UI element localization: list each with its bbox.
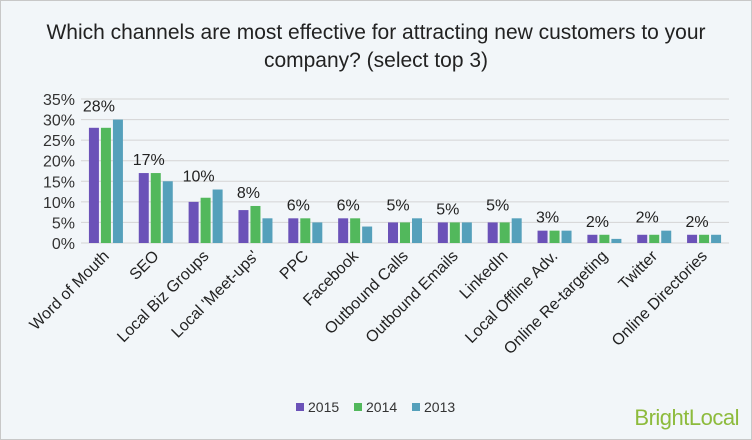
data-label: 6% [287, 197, 310, 214]
bar-2014 [300, 218, 311, 243]
data-label: 5% [436, 201, 459, 218]
bar-2013 [561, 230, 572, 243]
legend-label: 2015 [308, 399, 339, 415]
y-tick-label: 5% [52, 215, 75, 232]
bar-2015 [437, 222, 448, 243]
x-tick-label: Local Offline Adv. [462, 248, 561, 347]
bar-2013 [461, 222, 472, 243]
bar-2013 [611, 238, 622, 243]
x-tick-label: Outbound Emails [363, 248, 462, 347]
y-tick-label: 20% [43, 154, 75, 171]
brightlocal-logo: BrightLocal [634, 405, 739, 430]
data-label: 28% [83, 99, 115, 116]
bar-2014 [350, 218, 361, 243]
bar-2013 [661, 230, 672, 243]
bar-2013 [412, 218, 422, 243]
bar-2013 [711, 234, 722, 243]
x-tick-label: Local 'Meet-ups' [169, 248, 263, 342]
bar-2013 [162, 181, 173, 243]
x-tick-label: Twitter [616, 247, 662, 293]
data-label: 8% [237, 185, 260, 202]
bar-2015 [188, 201, 199, 243]
bar-2014 [200, 197, 211, 243]
bar-2014 [599, 234, 610, 243]
data-label: 5% [486, 197, 509, 214]
data-label: 17% [133, 152, 165, 169]
bar-2014 [100, 127, 111, 243]
y-tick-label: 35% [43, 92, 75, 109]
bar-2014 [699, 234, 710, 243]
bar-2014 [499, 222, 510, 243]
bar-2013 [212, 189, 223, 243]
data-label: 2% [586, 214, 609, 231]
bar-2015 [288, 218, 299, 243]
x-tick-label: Word of Mouth [27, 248, 113, 334]
y-tick-label: 15% [43, 174, 75, 191]
bar-2013 [362, 226, 373, 243]
bar-2013 [112, 119, 123, 243]
x-tick-label: Online Directories [609, 248, 711, 350]
y-tick-label: 0% [52, 236, 75, 253]
data-label: 2% [636, 210, 659, 227]
bar-2015 [138, 173, 149, 243]
y-tick-label: 30% [43, 113, 75, 130]
bar-2013 [262, 218, 273, 243]
bar-2015 [238, 210, 249, 243]
bar-2014 [400, 222, 410, 243]
data-label: 5% [386, 197, 409, 214]
data-label: 10% [183, 169, 215, 186]
bar-2015 [537, 230, 548, 243]
bar-2013 [312, 222, 323, 243]
bar-2015 [687, 234, 698, 243]
bar-2014 [549, 230, 560, 243]
x-tick-label: Local Biz Groups [114, 248, 212, 346]
bar-2014 [449, 222, 460, 243]
bar-2015 [487, 222, 498, 243]
bar-2015 [88, 127, 99, 243]
x-tick-label: SEO [127, 248, 163, 284]
bar-2015 [388, 222, 398, 243]
bar-2013 [511, 218, 522, 243]
bar-2014 [649, 234, 660, 243]
data-label: 6% [337, 197, 360, 214]
legend-label: 2013 [424, 399, 455, 415]
legend-swatch [296, 403, 304, 411]
x-tick-label: PPC [277, 248, 312, 283]
bar-2015 [637, 234, 648, 243]
y-tick-label: 10% [43, 195, 75, 212]
bar-2015 [587, 234, 598, 243]
bar-2014 [150, 173, 161, 243]
y-tick-label: 25% [43, 133, 75, 150]
data-label: 3% [536, 210, 559, 227]
legend-swatch [354, 403, 362, 411]
chart-title: Which channels are most effective for at… [46, 21, 706, 72]
bar-2015 [338, 218, 349, 243]
data-label: 2% [686, 214, 709, 231]
legend-label: 2014 [366, 399, 397, 415]
bar-2014 [250, 205, 261, 243]
legend-swatch [412, 403, 420, 411]
